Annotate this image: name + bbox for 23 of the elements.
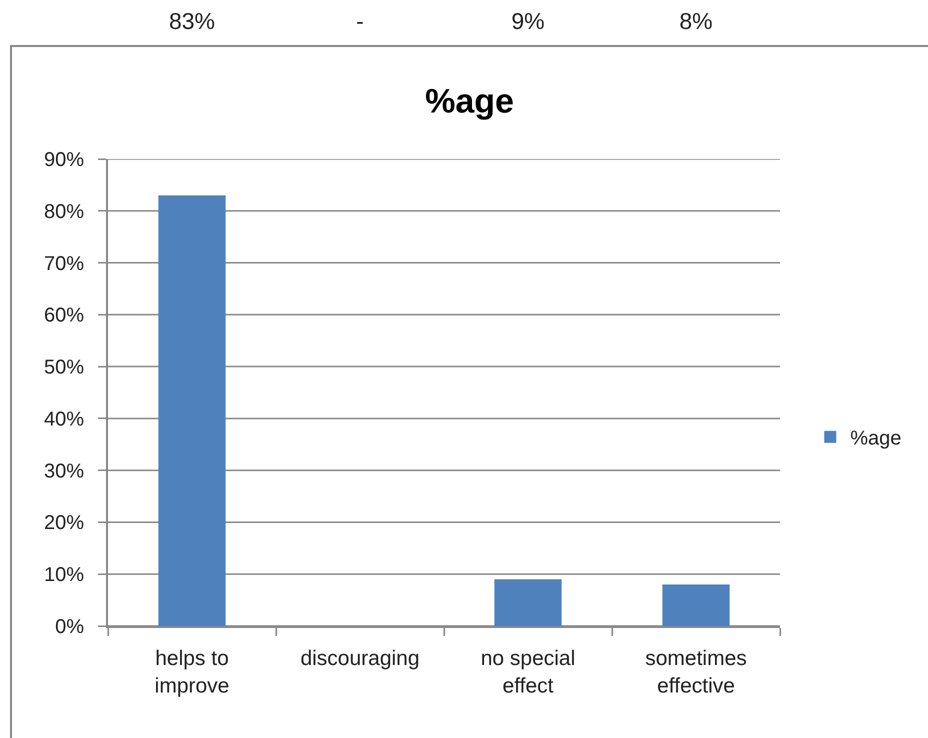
bar — [158, 195, 226, 626]
y-tick-label: 70% — [44, 252, 84, 275]
y-tick-label: 10% — [44, 564, 84, 586]
y-tick-label: 0% — [55, 616, 84, 638]
y-tick-label: 30% — [44, 460, 84, 482]
x-tick-label: sometimes effective — [645, 647, 747, 698]
y-tick-label: 50% — [44, 356, 84, 379]
data-label: 9% — [510, 8, 546, 35]
bar — [494, 579, 562, 626]
y-tick-label: 20% — [44, 512, 84, 534]
chart-title: %age — [425, 82, 514, 120]
data-label: 83% — [168, 8, 216, 35]
legend-label: %age — [850, 428, 902, 450]
bar — [662, 584, 730, 626]
x-tick-label: discouraging — [300, 647, 420, 670]
y-tick-label: 40% — [44, 408, 84, 430]
y-tick-label: 90% — [44, 149, 84, 171]
x-tick-label: no special effect — [480, 647, 576, 698]
x-tick-label: helps to improve — [154, 647, 230, 698]
data-label: - — [355, 8, 365, 35]
data-label: 8% — [678, 8, 714, 35]
y-tick-label: 60% — [44, 304, 84, 327]
y-tick-label: 80% — [44, 200, 84, 223]
